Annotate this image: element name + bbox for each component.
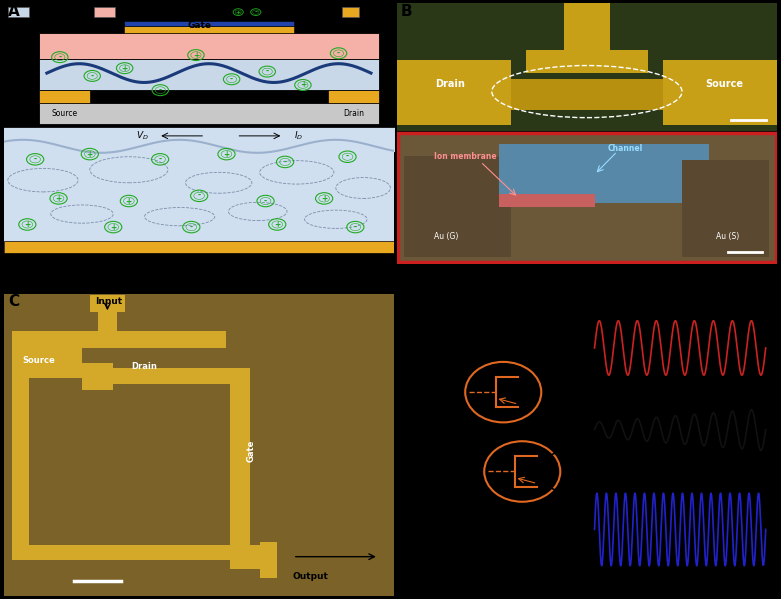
Text: -: - xyxy=(230,75,234,84)
Bar xyxy=(499,144,708,203)
Text: $I_D$: $I_D$ xyxy=(561,305,570,319)
Bar xyxy=(82,363,113,391)
Bar xyxy=(526,50,647,73)
Text: D: D xyxy=(401,295,413,310)
Text: $V_G$: $V_G$ xyxy=(417,361,431,374)
Bar xyxy=(90,295,125,311)
Text: $T_1$: $T_1$ xyxy=(578,423,589,436)
Bar xyxy=(39,33,379,59)
Text: -: - xyxy=(354,223,357,232)
Text: -: - xyxy=(198,191,201,200)
Text: -: - xyxy=(159,155,162,164)
Text: $T_1$: $T_1$ xyxy=(545,385,558,399)
Bar xyxy=(39,59,379,90)
Text: Drain: Drain xyxy=(435,79,465,89)
Bar xyxy=(473,317,587,565)
Text: +: + xyxy=(236,10,241,14)
Text: +: + xyxy=(300,80,306,89)
Text: Au (G): Au (G) xyxy=(434,232,458,241)
Text: -: - xyxy=(255,9,257,15)
Text: +: + xyxy=(563,460,572,470)
Text: $I_G$: $I_G$ xyxy=(5,19,14,31)
Bar xyxy=(82,368,238,385)
Text: C: C xyxy=(8,295,19,310)
Bar xyxy=(4,241,394,253)
Text: Gate: Gate xyxy=(187,20,211,29)
Text: Au: Au xyxy=(362,8,372,17)
Bar xyxy=(4,141,394,253)
Text: +: + xyxy=(274,220,280,229)
Bar xyxy=(342,7,359,17)
Bar xyxy=(405,156,511,257)
Bar xyxy=(12,331,226,348)
Text: $V_G$: $V_G$ xyxy=(5,43,17,55)
Bar xyxy=(12,342,82,378)
Text: B: B xyxy=(401,4,412,19)
Text: A: A xyxy=(8,4,20,19)
Bar xyxy=(12,544,246,559)
Bar xyxy=(682,161,769,257)
Bar xyxy=(8,7,30,17)
Bar xyxy=(564,0,610,58)
Bar xyxy=(511,78,663,110)
Bar xyxy=(397,3,777,131)
Text: +: + xyxy=(223,150,230,159)
Text: Drain: Drain xyxy=(131,362,158,371)
Text: Ion membrane: Ion membrane xyxy=(434,152,497,161)
Text: Source: Source xyxy=(52,109,77,118)
Text: Source: Source xyxy=(704,79,743,89)
Text: +: + xyxy=(193,50,199,59)
Bar xyxy=(499,194,594,207)
Text: Ion membrane: Ion membrane xyxy=(118,8,174,17)
Text: −: − xyxy=(562,471,574,485)
Text: Source: Source xyxy=(23,356,55,365)
Text: Mobile ions: Mobile ions xyxy=(264,8,307,17)
Bar xyxy=(94,7,116,17)
Text: -: - xyxy=(284,158,287,167)
Bar xyxy=(12,342,30,559)
Text: $I_D$: $I_D$ xyxy=(294,129,304,142)
Text: +: + xyxy=(87,150,93,159)
Bar xyxy=(39,103,379,124)
Bar xyxy=(260,541,277,578)
Text: -: - xyxy=(159,86,162,95)
Text: Output: Output xyxy=(293,572,329,581)
Text: Au (S): Au (S) xyxy=(716,232,740,241)
Bar xyxy=(328,90,379,103)
Text: -: - xyxy=(346,152,349,161)
Bar xyxy=(39,90,90,103)
Text: $T_2$: $T_2$ xyxy=(564,465,576,479)
Text: Channel: Channel xyxy=(32,8,63,17)
Text: +: + xyxy=(321,194,327,203)
Text: Gate: Gate xyxy=(247,440,256,462)
Text: Channel: Channel xyxy=(608,144,643,153)
Bar xyxy=(230,368,250,559)
Text: +: + xyxy=(110,223,116,232)
Text: Gate: Gate xyxy=(573,16,601,26)
Text: -: - xyxy=(190,223,193,232)
Text: -: - xyxy=(266,67,269,76)
Text: $T_2$: $T_2$ xyxy=(578,523,589,536)
Bar xyxy=(124,26,294,33)
Text: $V_D$: $V_D$ xyxy=(137,129,149,142)
Text: $V_{in}$: $V_{in}$ xyxy=(576,341,589,354)
Text: +: + xyxy=(126,196,132,205)
Bar xyxy=(230,544,277,569)
Bar xyxy=(398,134,776,262)
Text: -: - xyxy=(59,53,62,62)
Bar xyxy=(397,60,511,125)
Text: Drain: Drain xyxy=(343,109,364,118)
Text: -: - xyxy=(264,196,267,205)
Text: -: - xyxy=(91,71,94,80)
Text: +: + xyxy=(24,220,30,229)
Bar xyxy=(98,301,117,331)
Bar xyxy=(124,21,294,26)
Bar xyxy=(663,60,777,125)
Text: +: + xyxy=(122,63,128,72)
Text: +: + xyxy=(55,194,62,203)
Text: -: - xyxy=(34,155,37,164)
Text: Input: Input xyxy=(95,297,122,305)
Text: -: - xyxy=(337,49,341,58)
